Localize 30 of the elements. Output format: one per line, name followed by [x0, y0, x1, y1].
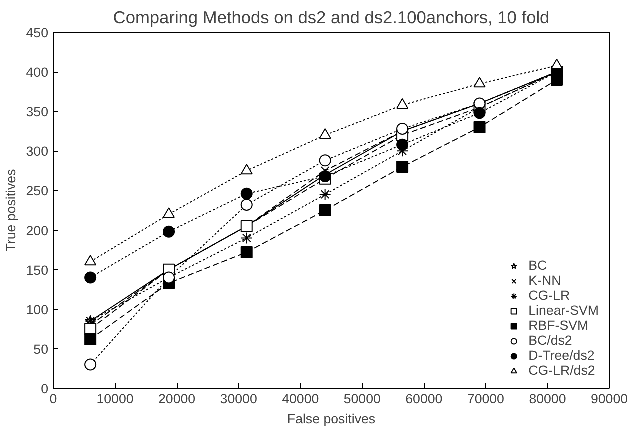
legend-label: CG-LR/ds2 [528, 363, 596, 378]
chart-title: Comparing Methods on ds2 and ds2.100anchors, 10 fold [113, 8, 550, 28]
y-tick-label: 100 [26, 302, 49, 318]
y-tick-label: 150 [26, 262, 49, 278]
legend-label: BC [528, 258, 548, 273]
legend-label: BC/ds2 [528, 333, 572, 348]
x-tick-label: 10000 [96, 392, 134, 406]
x-tick-label: 90000 [590, 392, 628, 406]
legend-label: CG-LR [528, 288, 570, 303]
x-tick-label: 70000 [467, 392, 504, 406]
x-tick-label: 30000 [220, 392, 258, 406]
x-tick-label: 20000 [158, 392, 196, 406]
y-tick-label: 400 [26, 65, 49, 80]
y-tick-label: 50 [34, 342, 49, 357]
x-tick-label: 60000 [406, 392, 443, 406]
legend-label: RBF-SVM [528, 318, 589, 333]
y-tick-label: 250 [26, 184, 49, 199]
legend-label: D-Tree/ds2 [528, 348, 595, 363]
y-tick-label: 0 [41, 382, 49, 396]
x-tick-label: 50000 [344, 392, 381, 406]
y-tick-label: 450 [26, 26, 49, 40]
legend-label: Linear-SVM [528, 303, 599, 318]
x-tick-label: 40000 [282, 392, 320, 406]
y-axis-title: True positives [3, 168, 18, 252]
x-axis-title: False positives [287, 412, 376, 426]
x-tick-label: 80000 [529, 392, 566, 406]
y-tick-label: 350 [26, 104, 49, 120]
legend-label: K-NN [528, 273, 562, 288]
y-tick-label: 200 [26, 223, 49, 238]
y-tick-label: 300 [26, 144, 49, 160]
